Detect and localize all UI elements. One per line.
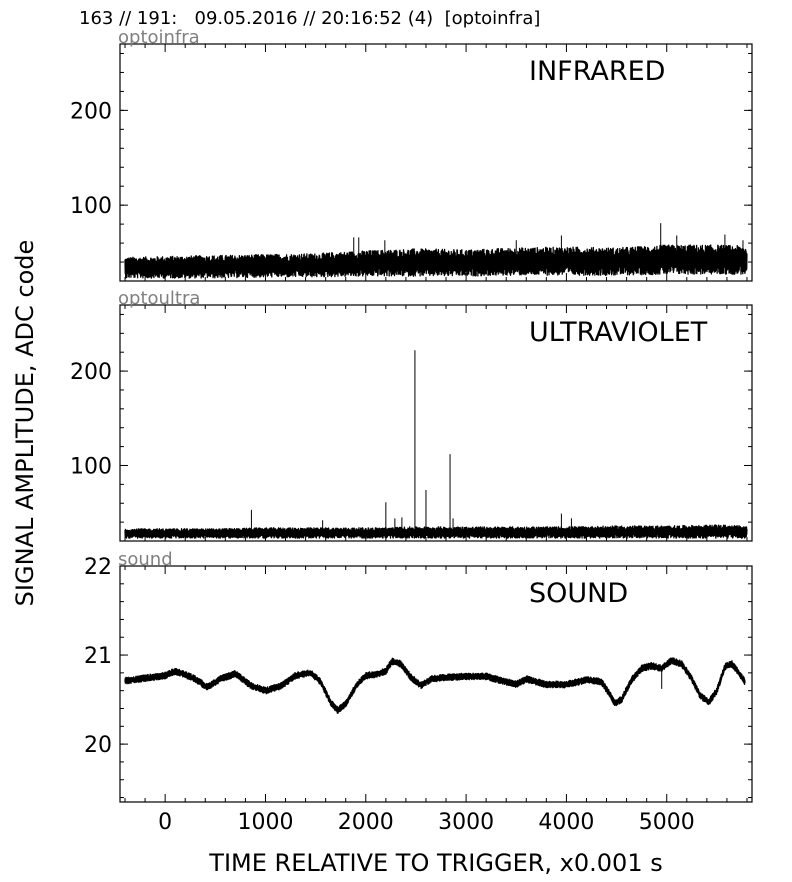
panel-data-sound bbox=[124, 657, 746, 714]
xtick-label-3: 3000 bbox=[438, 810, 494, 835]
y-axis-label: SIGNAL AMPLITUDE, ADC code bbox=[11, 240, 39, 607]
panel-label-optoultra: ULTRAVIOLET bbox=[529, 317, 708, 348]
xtick-label-4: 4000 bbox=[538, 810, 594, 835]
ytick-label-sound-1: 21 bbox=[84, 644, 112, 669]
panel-data-optoinfra bbox=[124, 223, 748, 279]
panel-tag-optoultra: optoultra bbox=[118, 288, 200, 309]
ytick-label-optoinfra-1: 200 bbox=[70, 99, 112, 124]
panel-tag-sound: sound bbox=[118, 549, 173, 570]
signal-trace-optoultra bbox=[124, 524, 748, 539]
signal-trace-optoinfra bbox=[124, 244, 748, 279]
panel-data-optoultra bbox=[124, 350, 748, 539]
panel-optoultra: 100 200 optoultra ULTRAVIOLET bbox=[70, 288, 753, 542]
xtick-label-0: 0 bbox=[158, 810, 172, 835]
panel-frame-optoultra bbox=[119, 304, 753, 542]
ytick-label-optoultra-1: 200 bbox=[70, 360, 112, 385]
ytick-label-sound-0: 20 bbox=[84, 733, 112, 758]
xtick-label-2: 2000 bbox=[338, 810, 394, 835]
ytick-label-sound-2: 22 bbox=[84, 555, 112, 580]
ytick-label-optoinfra-0: 100 bbox=[70, 194, 112, 219]
panel-tag-optoinfra: optoinfra bbox=[118, 27, 200, 48]
panel-sound: 20 21 22 sound SOUND 0 1000 2000 3000 4000 5000 bbox=[84, 549, 753, 835]
x-axis-label: TIME RELATIVE TO TRIGGER, x0.001 s bbox=[208, 849, 662, 877]
ytick-label-optoultra-0: 100 bbox=[70, 454, 112, 479]
signal-trace-sound bbox=[124, 657, 746, 714]
xtick-label-1: 1000 bbox=[237, 810, 293, 835]
panel-frame-optoinfra bbox=[119, 43, 753, 282]
panel-label-optoinfra: INFRARED bbox=[529, 56, 665, 87]
panel-frame-sound bbox=[119, 565, 753, 803]
panel-label-sound: SOUND bbox=[529, 578, 628, 609]
panel-optoinfra: 100 200 optoinfra INFRARED bbox=[70, 27, 753, 282]
xtick-label-5: 5000 bbox=[639, 810, 695, 835]
chart-header-title: 163 // 191: 09.05.2016 // 20:16:52 (4) [… bbox=[79, 8, 541, 29]
